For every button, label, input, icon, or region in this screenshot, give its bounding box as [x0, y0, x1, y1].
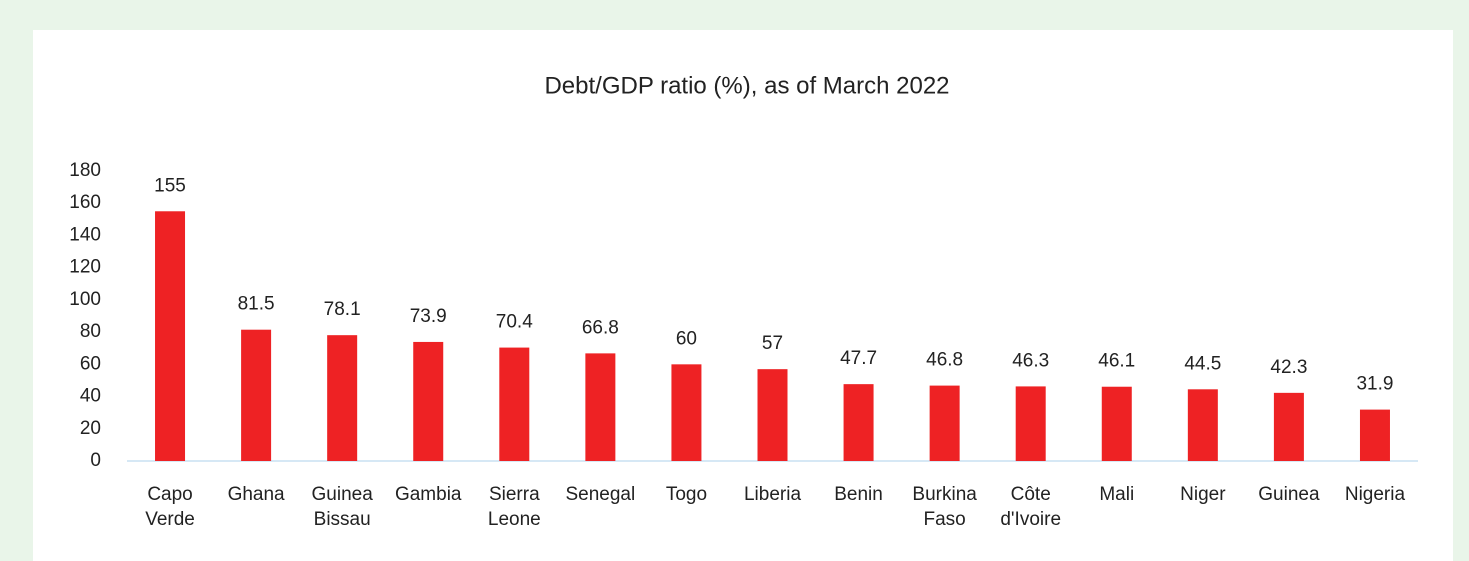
- bar: [671, 364, 702, 461]
- data-label: 42.3: [1270, 357, 1307, 378]
- bar: [757, 369, 788, 461]
- x-tick-label: Benin: [834, 484, 883, 505]
- y-tick-label: 140: [69, 224, 101, 245]
- data-label: 46.1: [1098, 351, 1135, 372]
- bar: [413, 341, 444, 461]
- bar: [155, 211, 186, 461]
- chart-title: Debt/GDP ratio (%), as of March 2022: [544, 72, 949, 99]
- bar: [843, 384, 874, 461]
- bar: [929, 385, 960, 461]
- x-tick-label: Burkina Faso: [912, 484, 977, 530]
- x-tick-label: Liberia: [744, 484, 801, 505]
- data-label: 57: [762, 333, 783, 354]
- x-tick-label: Côte d'Ivoire: [1000, 484, 1061, 530]
- x-tick-label: Guinea: [1258, 484, 1320, 505]
- y-tick-label: 60: [80, 353, 101, 374]
- y-tick-label: 180: [69, 160, 101, 181]
- x-tick-label: Mali: [1099, 484, 1134, 505]
- y-tick-label: 160: [69, 192, 101, 213]
- bar: [1015, 386, 1046, 461]
- data-label: 60: [676, 328, 697, 349]
- bar: [499, 347, 530, 461]
- x-tick-label: Nigeria: [1345, 484, 1406, 505]
- data-label: 78.1: [324, 299, 361, 320]
- y-tick-label: 40: [80, 386, 101, 407]
- bar: [1273, 392, 1304, 461]
- y-tick-label: 100: [69, 289, 101, 310]
- x-tick-label: Capo Verde: [145, 484, 195, 530]
- data-label: 73.9: [410, 306, 447, 327]
- bar: [1359, 409, 1390, 461]
- y-tick-label: 0: [90, 450, 101, 471]
- chart-panel: [33, 30, 1453, 561]
- bar: [1187, 389, 1218, 461]
- x-tick-label: Sierra Leone: [488, 484, 541, 530]
- data-label: 46.3: [1012, 350, 1049, 371]
- data-label: 46.8: [926, 350, 963, 371]
- y-tick-label: 120: [69, 257, 101, 278]
- x-tick-label: Gambia: [395, 484, 462, 505]
- x-tick-label: Senegal: [565, 484, 635, 505]
- data-label: 155: [154, 175, 186, 196]
- bar: [585, 353, 616, 461]
- data-label: 47.7: [840, 348, 877, 369]
- data-label: 44.5: [1184, 353, 1221, 374]
- data-label: 81.5: [238, 294, 275, 315]
- y-tick-label: 20: [80, 418, 101, 439]
- x-tick-label: Niger: [1180, 484, 1226, 505]
- data-label: 31.9: [1356, 374, 1393, 395]
- x-tick-label: Togo: [666, 484, 707, 505]
- bar: [1101, 386, 1132, 461]
- y-tick-label: 80: [80, 321, 101, 342]
- bar: [327, 335, 358, 461]
- data-label: 66.8: [582, 317, 619, 338]
- x-tick-label: Ghana: [228, 484, 285, 505]
- data-label: 70.4: [496, 312, 533, 333]
- x-tick-label: Guinea Bissau: [312, 484, 374, 530]
- bar: [241, 329, 272, 461]
